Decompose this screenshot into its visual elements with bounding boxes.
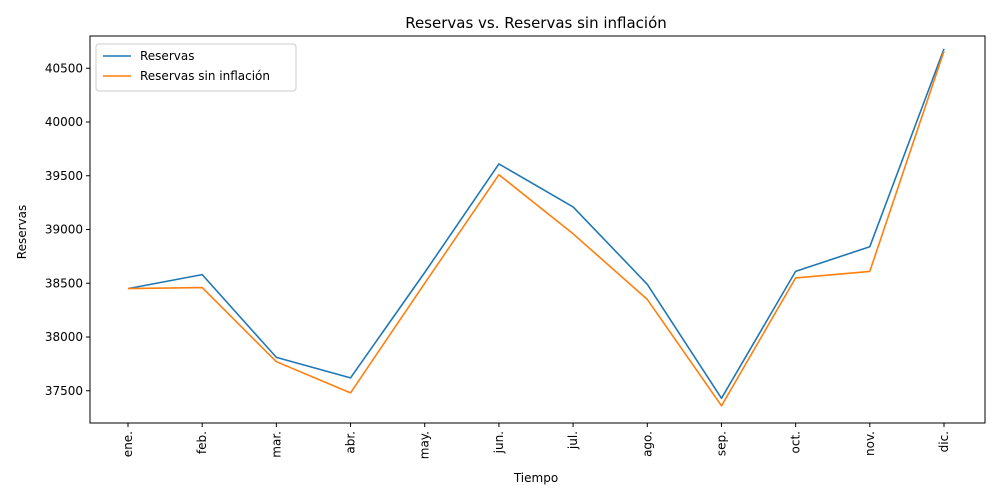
legend-label: Reservas sin inflación [140,69,270,83]
y-axis-label: Reservas [15,205,29,259]
y-tick-label: 40500 [45,61,83,75]
legend-label: Reservas [140,49,194,63]
x-tick-label: ago. [640,431,654,457]
y-tick-label: 39000 [45,223,83,237]
y-tick-label: 40000 [45,115,83,129]
x-tick-label: oct. [789,431,803,453]
x-tick-label: sep. [714,431,728,456]
x-tick-label: mar. [269,431,283,458]
x-tick-label: abr. [344,431,358,454]
plot-area [90,36,985,423]
y-tick-label: 37500 [45,384,83,398]
y-axis: 37500 38000 38500 39000 39500 40000 40500 [45,61,90,398]
x-axis: ene. feb. mar. abr. may. jun. jul. ago. sep. oct.… [121,423,951,459]
y-tick-label: 38500 [45,276,83,290]
x-tick-label: nov. [863,431,877,456]
legend: Reservas Reservas sin inflación [96,44,296,91]
x-tick-label: jul. [566,431,580,450]
y-tick-label: 38000 [45,330,83,344]
series-line-1 [128,49,944,398]
x-tick-label: feb. [195,431,209,454]
x-tick-label: may. [418,431,432,459]
legend-box [96,44,296,91]
y-tick-label: 39500 [45,169,83,183]
chart-title: Reservas vs. Reservas sin inflación [405,14,667,32]
x-tick-label: dic. [937,431,951,452]
x-tick-label: jun. [492,431,506,454]
x-tick-label: ene. [121,431,135,457]
series-layer [128,49,944,406]
series-line-2 [128,51,944,406]
x-axis-label: Tiempo [513,471,558,485]
plot-frame [90,36,985,423]
